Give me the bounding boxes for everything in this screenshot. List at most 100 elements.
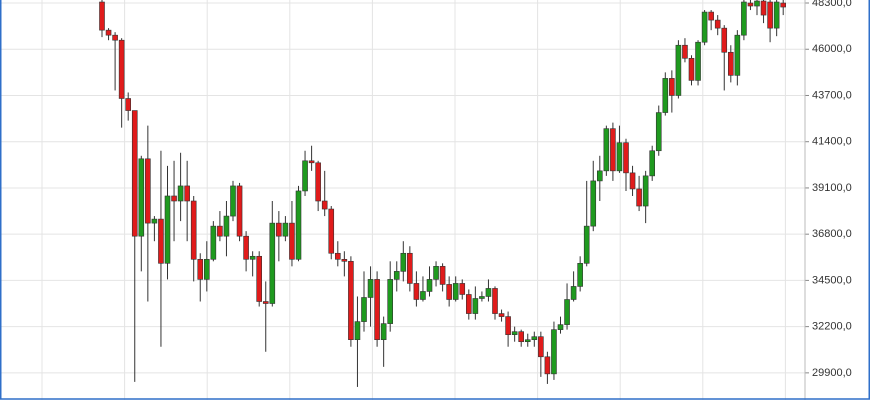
candle-body	[505, 316, 511, 335]
candle-body	[269, 222, 276, 304]
candle-body	[669, 78, 675, 96]
candle-body	[767, 1, 773, 29]
candle-body	[531, 336, 538, 340]
y-tick-label: 34500,0	[812, 274, 852, 286]
candle-body	[236, 185, 243, 237]
candle-body	[570, 286, 577, 300]
candle-body	[256, 255, 263, 302]
candle-body	[773, 1, 780, 29]
candle-body	[341, 258, 348, 262]
candle-body	[459, 283, 466, 295]
candle-body	[754, 0, 760, 7]
candle-body	[623, 142, 629, 174]
candle-body	[747, 2, 754, 7]
candle-body	[760, 0, 767, 16]
candle-body	[112, 34, 118, 41]
candle-body	[708, 11, 714, 21]
candle-body	[577, 263, 583, 287]
candle-body	[420, 291, 426, 300]
candle-body	[433, 266, 439, 280]
candle-body	[387, 279, 394, 324]
candle-body	[315, 162, 321, 202]
candle-body	[734, 34, 741, 76]
candle-body	[583, 225, 590, 264]
y-tick-label: 48300,0	[812, 0, 852, 9]
candle-body	[780, 2, 787, 8]
candle-body	[262, 301, 269, 304]
y-tick-label: 46000,0	[812, 43, 852, 55]
candle-body	[426, 279, 433, 292]
candle-body	[361, 297, 367, 322]
candle-body	[334, 252, 341, 260]
y-tick-label: 29900,0	[812, 367, 852, 379]
candle-body	[125, 98, 131, 111]
candle-body	[662, 78, 669, 113]
candle-body	[190, 200, 197, 260]
candle-body	[479, 296, 485, 299]
candle-body	[276, 222, 282, 237]
candle-body	[655, 112, 662, 152]
candle-body	[164, 195, 171, 264]
y-tick-label: 32200,0	[812, 321, 852, 333]
candle-body	[302, 160, 308, 192]
candle-body	[596, 170, 603, 182]
candle-body	[701, 11, 708, 43]
candle-body	[557, 324, 564, 330]
candle-body	[413, 283, 420, 300]
candle-body	[636, 188, 642, 207]
candle-body	[452, 283, 459, 300]
candle-body	[171, 195, 177, 202]
y-tick-label: 41400,0	[812, 136, 852, 148]
candle-body	[367, 279, 374, 298]
candle-body	[99, 1, 105, 31]
candle-body	[465, 294, 472, 314]
candle-body	[308, 160, 315, 164]
candle-body	[380, 323, 387, 340]
candle-body	[682, 44, 688, 59]
candle-body	[472, 298, 479, 314]
candle-body	[407, 252, 413, 284]
candle-body	[145, 158, 151, 224]
candle-body	[498, 313, 505, 317]
candle-body	[524, 339, 531, 343]
candle-body	[295, 190, 302, 260]
candle-body	[289, 222, 295, 260]
candle-body	[564, 299, 570, 325]
candle-body	[393, 271, 400, 280]
candle-body	[518, 331, 525, 343]
candle-body	[243, 235, 249, 260]
candle-body	[328, 208, 335, 254]
candle-body	[446, 284, 452, 300]
candle-body	[354, 321, 361, 340]
candle-body	[714, 19, 721, 29]
candle-body	[492, 288, 498, 314]
candle-body	[348, 261, 354, 340]
candle-body	[727, 51, 734, 76]
candle-body	[616, 142, 623, 172]
candle-body	[118, 39, 125, 99]
candle-body	[197, 258, 204, 280]
candle-body	[138, 158, 145, 237]
candle-body	[544, 356, 551, 375]
candle-body	[538, 336, 544, 358]
candle-body	[485, 288, 492, 297]
candle-body	[158, 218, 164, 264]
candle-body	[374, 279, 380, 340]
candle-body	[741, 1, 747, 36]
candle-body	[551, 329, 557, 375]
candle-body	[321, 200, 328, 210]
candle-body	[688, 57, 695, 81]
candle-body	[177, 185, 184, 202]
candle-body	[184, 185, 190, 202]
candle-body	[511, 331, 518, 335]
candle-body	[721, 27, 728, 53]
candle-body	[230, 185, 236, 217]
candle-body	[223, 215, 230, 237]
y-tick-label: 39100,0	[812, 182, 852, 194]
candle-body	[131, 110, 138, 237]
candle-body	[105, 29, 112, 36]
candle-body	[282, 222, 289, 237]
candle-body	[151, 218, 158, 224]
